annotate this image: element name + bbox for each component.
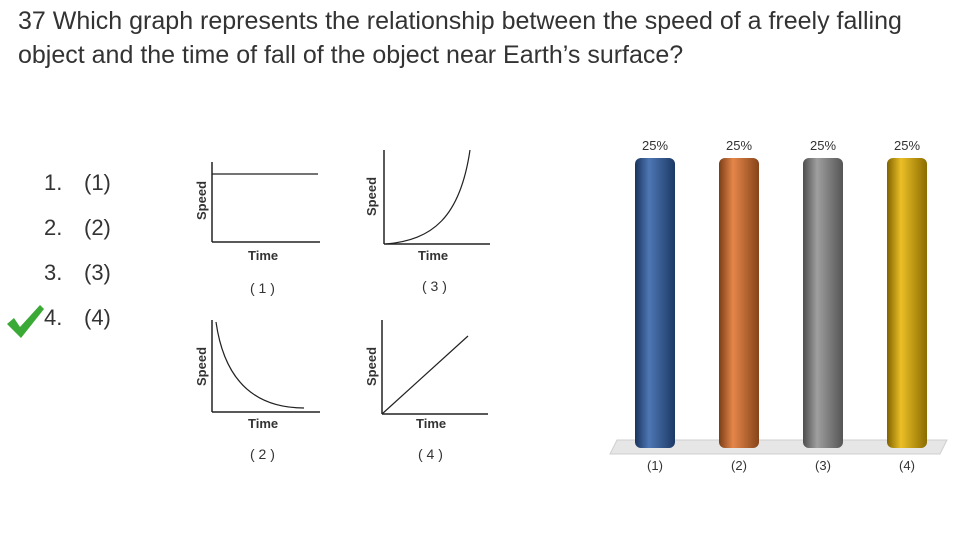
- graph-2-ylabel: Speed: [194, 346, 209, 386]
- graph-3: Speed Time ( 3 ): [362, 148, 502, 298]
- category-label: (1): [647, 458, 663, 473]
- graph-1: Speed Time ( 1 ): [192, 160, 332, 300]
- bar-1: [635, 158, 675, 448]
- bar-2: [719, 158, 759, 448]
- graph-3-ylabel: Speed: [364, 176, 379, 216]
- answer-options: 1. (1) 2. (2) 3. (3) 4. (4): [44, 170, 111, 350]
- bar-value-label: 25%: [726, 138, 752, 153]
- option-3[interactable]: 3. (3): [44, 260, 111, 305]
- graph-1-plot: [211, 162, 320, 243]
- option-label: (2): [84, 215, 111, 240]
- graph-1-ylabel: Speed: [194, 180, 209, 220]
- graph-4-ylabel: Speed: [364, 346, 379, 386]
- option-number: 1.: [44, 170, 63, 195]
- chart-floor: [609, 439, 948, 455]
- graph-4-xlabel: Time: [416, 416, 447, 431]
- option-label: (1): [84, 170, 111, 195]
- bar-3: [803, 158, 843, 448]
- option-number: 3.: [44, 260, 63, 285]
- bar-value-label: 25%: [894, 138, 920, 153]
- graph-3-curve: [385, 149, 471, 245]
- bar-value-label: 25%: [642, 138, 668, 153]
- bar-4: [887, 158, 927, 448]
- question-text: 37 Which graph represents the relationsh…: [18, 7, 902, 69]
- option-number: 4.: [44, 305, 63, 330]
- graph-2: Speed Time ( 2 ): [192, 318, 332, 468]
- graph-1-caption: ( 1 ): [250, 280, 275, 296]
- graph-2-xlabel: Time: [248, 416, 279, 431]
- response-bar-chart: 25% (1) 25% (2) 25% (3) 25% (4): [609, 138, 948, 473]
- category-label: (2): [731, 458, 747, 473]
- graph-3-caption: ( 3 ): [422, 278, 447, 294]
- option-label: (4): [84, 305, 111, 330]
- graph-2-curve: [215, 321, 305, 409]
- checkmark-icon: [4, 302, 46, 345]
- graph-2-caption: ( 2 ): [250, 446, 275, 462]
- category-label: (3): [815, 458, 831, 473]
- graph-4-caption: ( 4 ): [418, 446, 443, 462]
- category-label: (4): [899, 458, 915, 473]
- option-4[interactable]: 4. (4): [44, 305, 111, 350]
- option-1[interactable]: 1. (1): [44, 170, 111, 215]
- graph-3-xlabel: Time: [418, 248, 449, 263]
- graph-4-curve: [381, 335, 469, 415]
- graph-3-plot: [383, 149, 490, 245]
- option-number: 2.: [44, 215, 63, 240]
- graph-1-xlabel: Time: [248, 248, 279, 263]
- bar-value-label: 25%: [810, 138, 836, 153]
- graph-2-plot: [211, 320, 320, 413]
- option-label: (3): [84, 260, 111, 285]
- option-2[interactable]: 2. (2): [44, 215, 111, 260]
- graph-4-plot: [381, 320, 488, 415]
- graph-4: Speed Time ( 4 ): [362, 318, 502, 468]
